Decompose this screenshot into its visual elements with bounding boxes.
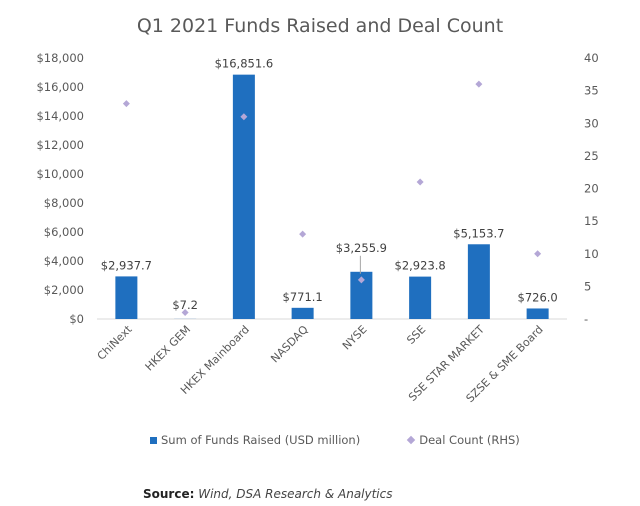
deal-count-series xyxy=(122,80,542,316)
category-label: SSE xyxy=(404,323,428,347)
right-axis-tick: 5 xyxy=(584,279,591,293)
chart-title: Q1 2021 Funds Raised and Deal Count xyxy=(137,15,503,37)
category-label: NYSE xyxy=(340,323,370,353)
left-axis-tick: $8,000 xyxy=(44,196,84,210)
bar xyxy=(409,276,432,319)
right-axis-tick: 15 xyxy=(584,214,599,228)
bar xyxy=(467,244,490,319)
left-axis-tick: $6,000 xyxy=(44,225,84,239)
data-label: $16,851.6 xyxy=(215,57,274,71)
data-label: $726.0 xyxy=(518,290,558,304)
bar xyxy=(526,308,549,319)
right-axis-tick: 10 xyxy=(584,247,599,261)
data-label: $771.1 xyxy=(283,290,323,304)
right-axis-tick: 35 xyxy=(584,84,599,98)
category-label: NASDAQ xyxy=(268,323,311,366)
right-axis-tick: 25 xyxy=(584,149,599,163)
left-axis-tick: $14,000 xyxy=(36,109,84,123)
data-label: $2,937.7 xyxy=(101,258,152,272)
right-axis: - 5 10 15 20 25 30 35 40 xyxy=(584,51,599,326)
data-label: $7.2 xyxy=(172,298,198,312)
deal-count-point xyxy=(357,276,365,284)
legend-bar-label: Sum of Funds Raised (USD million) xyxy=(161,433,361,447)
bar xyxy=(291,307,314,319)
left-axis-tick: $0 xyxy=(69,312,84,326)
left-axis-tick: $12,000 xyxy=(36,138,84,152)
deal-count-point xyxy=(122,100,130,108)
category-label: ChiNext xyxy=(95,322,135,362)
deal-count-point xyxy=(534,250,542,258)
left-axis-tick: $2,000 xyxy=(44,283,84,297)
left-axis-tick: $4,000 xyxy=(44,254,84,268)
data-labels: $2,937.7 $7.2 $16,851.6 $771.1 $3,255.9 $2,92… xyxy=(101,57,558,312)
right-axis-tick: - xyxy=(584,312,588,326)
right-axis-tick: 20 xyxy=(584,182,599,196)
legend: Sum of Funds Raised (USD million) Deal C… xyxy=(150,433,520,447)
left-axis-tick: $10,000 xyxy=(36,167,84,181)
legend-bar-swatch xyxy=(150,436,157,444)
data-label: $5,153.7 xyxy=(453,226,504,240)
source-text: Wind, DSA Research & Analytics xyxy=(198,487,393,501)
deal-count-point xyxy=(475,80,483,88)
bar xyxy=(232,74,255,320)
legend-marker-label: Deal Count (RHS) xyxy=(419,433,520,447)
category-label: HKEX GEM xyxy=(143,323,194,374)
data-label: $2,923.8 xyxy=(395,259,446,273)
deal-count-point xyxy=(181,308,189,316)
deal-count-point xyxy=(416,178,424,186)
bar-series xyxy=(115,74,549,320)
bar xyxy=(350,271,373,319)
source-label: Source: xyxy=(143,487,195,501)
left-axis: $0 $2,000 $4,000 $6,000 $8,000 $10,000 $12,000… xyxy=(36,51,84,326)
deal-count-point xyxy=(299,230,307,238)
chart: Q1 2021 Funds Raised and Deal Count $0 $2… xyxy=(36,15,599,405)
data-label: $3,255.9 xyxy=(336,241,387,255)
bar xyxy=(115,276,138,319)
deal-count-point xyxy=(240,113,248,121)
legend-diamond-icon xyxy=(406,435,416,445)
source-note: Source: Wind, DSA Research & Analytics xyxy=(143,487,393,501)
left-axis-tick: $16,000 xyxy=(36,80,84,94)
right-axis-tick: 30 xyxy=(584,116,599,130)
right-axis-tick: 40 xyxy=(584,51,599,65)
left-axis-tick: $18,000 xyxy=(36,51,84,65)
